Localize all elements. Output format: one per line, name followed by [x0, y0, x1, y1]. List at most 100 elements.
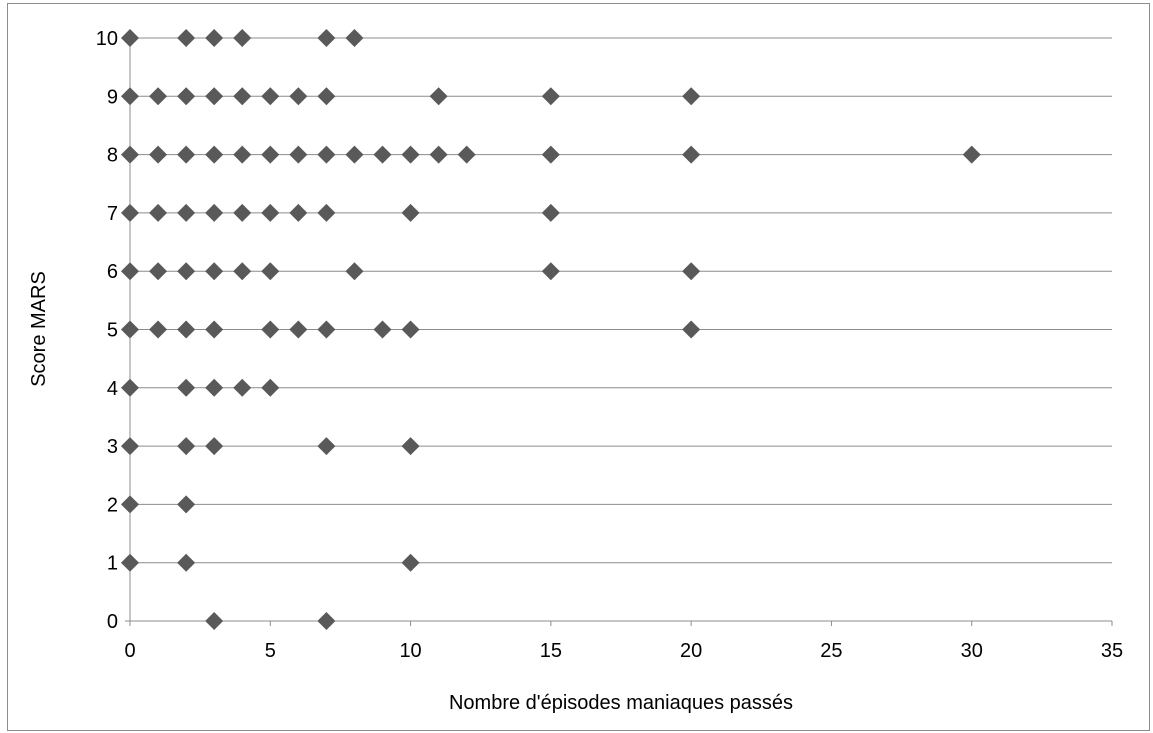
- data-point-diamond: [177, 145, 196, 164]
- data-point-diamond: [149, 145, 168, 164]
- y-tick-label: 10: [96, 28, 118, 50]
- y-tick-label: 2: [107, 494, 118, 516]
- data-point-diamond: [205, 437, 224, 456]
- data-point-diamond: [177, 553, 196, 572]
- data-point-diamond: [121, 145, 139, 164]
- data-point-diamond: [177, 378, 196, 397]
- chart-frame: [7, 3, 1150, 731]
- data-point-diamond: [205, 203, 224, 222]
- data-point-diamond: [177, 262, 196, 281]
- y-axis-title: Score MARS: [28, 271, 50, 387]
- y-tick-label: 6: [107, 261, 118, 283]
- data-point-diamond: [962, 145, 981, 164]
- data-point-diamond: [317, 145, 336, 164]
- data-point-diamond: [541, 145, 560, 164]
- data-point-diamond: [121, 437, 139, 456]
- data-point-diamond: [345, 145, 364, 164]
- data-point-diamond: [541, 262, 560, 281]
- data-point-diamond: [345, 262, 364, 281]
- data-point-diamond: [261, 378, 280, 397]
- data-point-diamond: [682, 262, 701, 281]
- data-point-diamond: [429, 145, 448, 164]
- data-point-diamond: [682, 87, 701, 106]
- data-point-diamond: [149, 87, 168, 106]
- data-point-diamond: [261, 87, 280, 106]
- data-point-diamond: [261, 203, 280, 222]
- x-tick-labels: 0 5 10 15 20 25 30 35: [124, 640, 1123, 662]
- data-point-diamond: [401, 203, 420, 222]
- y-tick-label: 5: [107, 320, 118, 342]
- data-point-diamond: [205, 320, 224, 339]
- x-tick-label: 20: [680, 640, 702, 662]
- data-point-diamond: [233, 29, 252, 47]
- data-point-diamond: [205, 378, 224, 397]
- data-point-diamond: [177, 29, 196, 47]
- data-point-diamond: [233, 145, 252, 164]
- y-tick-label: 1: [107, 553, 118, 575]
- data-point-diamond: [121, 320, 139, 339]
- data-point-diamond: [177, 87, 196, 106]
- data-point-diamond: [121, 262, 139, 281]
- data-point-diamond: [317, 29, 336, 47]
- y-tick-label: 9: [107, 86, 118, 108]
- x-tick-label: 0: [124, 640, 135, 662]
- x-tick-label: 30: [961, 640, 983, 662]
- y-tick-label: 0: [107, 611, 118, 633]
- data-point-diamond: [401, 320, 420, 339]
- data-point-diamond: [429, 87, 448, 106]
- data-point-diamond: [121, 87, 139, 106]
- data-point-diamond: [261, 145, 280, 164]
- data-point-diamond: [177, 203, 196, 222]
- data-point-diamond: [149, 262, 168, 281]
- x-tick-label: 25: [820, 640, 842, 662]
- data-point-diamond: [121, 29, 139, 47]
- data-point-diamond: [373, 145, 392, 164]
- data-point-diamond: [682, 145, 701, 164]
- data-point-diamond: [177, 437, 196, 456]
- data-point-diamond: [205, 145, 224, 164]
- data-point-diamond: [401, 145, 420, 164]
- data-point-diamond: [345, 29, 364, 47]
- x-tick-label: 15: [540, 640, 562, 662]
- y-tick-label: 3: [107, 436, 118, 458]
- data-point-diamond: [261, 320, 280, 339]
- x-tick-label: 35: [1101, 640, 1123, 662]
- data-point-diamond: [121, 203, 139, 222]
- data-point-diamond: [373, 320, 392, 339]
- gridlines: [130, 37, 1112, 564]
- data-point-diamond: [177, 495, 196, 514]
- data-point-diamond: [205, 87, 224, 106]
- data-point-diamond: [121, 378, 139, 397]
- data-point-diamond: [233, 87, 252, 106]
- y-tick-labels: 0 1 2 3 4 5 6 7 8 9 10: [96, 28, 118, 633]
- data-point-diamond: [682, 320, 701, 339]
- data-point-diamond: [289, 87, 308, 106]
- data-point-diamond: [401, 553, 420, 572]
- data-point-diamond: [121, 553, 139, 572]
- data-point-diamond: [205, 612, 224, 630]
- data-point-diamond: [317, 612, 336, 630]
- x-axis-title: Nombre d'épisodes maniaques passés: [449, 692, 793, 714]
- data-point-diamond: [205, 29, 224, 47]
- data-point-diamond: [233, 262, 252, 281]
- data-point-diamond: [121, 495, 139, 514]
- data-point-diamond: [289, 145, 308, 164]
- data-point-diamond: [317, 437, 336, 456]
- y-tick-label: 7: [107, 203, 118, 225]
- x-tick-label: 5: [265, 640, 276, 662]
- x-tick-label: 10: [399, 640, 421, 662]
- data-point-diamond: [457, 145, 476, 164]
- data-point-diamond: [541, 203, 560, 222]
- data-point-diamond: [289, 203, 308, 222]
- y-tick-label: 4: [107, 378, 118, 400]
- data-point-diamond: [149, 203, 168, 222]
- y-tick-label: 8: [107, 145, 118, 167]
- data-point-diamond: [205, 262, 224, 281]
- data-point-diamond: [261, 262, 280, 281]
- data-point-diamond: [177, 320, 196, 339]
- data-point-diamond: [317, 87, 336, 106]
- data-point-diamond: [401, 437, 420, 456]
- data-point-diamond: [233, 378, 252, 397]
- data-point-diamond: [289, 320, 308, 339]
